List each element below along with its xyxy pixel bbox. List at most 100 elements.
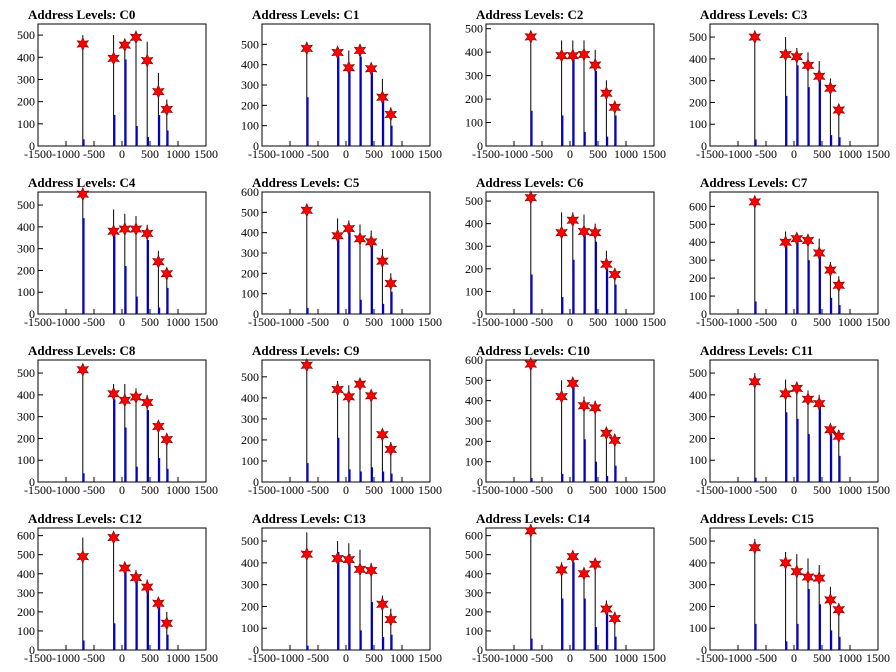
y-tick-label: 500 — [689, 30, 707, 44]
marker-star — [600, 85, 613, 101]
y-tick-label: 100 — [689, 117, 707, 131]
y-tick-label: 400 — [17, 220, 35, 234]
y-tick-label: 300 — [17, 410, 35, 424]
marker-star — [160, 102, 174, 117]
y-tick-label: 0 — [253, 643, 259, 657]
x-tick-label: 0 — [567, 315, 573, 329]
x-tick-label: -500 — [307, 315, 329, 329]
y-tick-label: 200 — [17, 263, 35, 277]
x-tick-label: -1000 — [276, 315, 304, 329]
marker-star — [600, 257, 613, 272]
plot-frame — [37, 191, 207, 315]
y-tick-label: 300 — [241, 578, 259, 592]
y-tick-label: 200 — [689, 271, 707, 285]
x-tick-label: -1500 — [24, 315, 52, 329]
y-tick-label: 0 — [29, 139, 35, 153]
marker-star — [812, 245, 826, 261]
marker-star — [748, 374, 762, 390]
marker-star — [812, 69, 826, 84]
panel-11: Address Levels: C11 0 100 200 300 400 500 -1500… — [689, 343, 890, 497]
x-tick-label: -1500 — [472, 483, 500, 497]
plot-frame — [37, 527, 207, 651]
x-tick-label: -1500 — [248, 651, 276, 665]
marker-star — [555, 48, 568, 63]
y-tick-label: 100 — [465, 624, 483, 638]
y-tick-label: 400 — [689, 556, 707, 570]
y-tick-label: 400 — [689, 235, 707, 249]
y-tick-label: 300 — [241, 412, 259, 426]
marker-star — [353, 43, 367, 58]
x-tick-label: 0 — [567, 651, 573, 665]
y-tick-label: 500 — [17, 548, 35, 562]
panel-title: Address Levels: C4 — [28, 175, 136, 190]
x-tick-label: 1500 — [194, 651, 218, 665]
y-tick-label: 100 — [241, 621, 259, 635]
y-tick-label: 0 — [477, 475, 483, 489]
y-tick-label: 100 — [465, 284, 483, 298]
marker-star — [384, 612, 398, 627]
panel-4: Address Levels: C40100200300400500-1500-… — [17, 175, 218, 329]
x-tick-label: -500 — [755, 651, 777, 665]
x-tick-label: -1500 — [248, 315, 276, 329]
marker-star — [353, 376, 367, 392]
x-tick-label: 0 — [791, 483, 797, 497]
x-tick-label: 1500 — [866, 315, 890, 329]
y-tick-label: 300 — [17, 242, 35, 256]
marker-star — [129, 389, 143, 405]
marker-star — [129, 570, 143, 585]
y-tick-label: 500 — [689, 534, 707, 548]
y-tick-label: 100 — [241, 454, 259, 468]
y-tick-label: 300 — [689, 578, 707, 592]
marker-star — [608, 267, 622, 282]
marker-star — [129, 221, 143, 237]
x-tick-label: 1000 — [166, 483, 190, 497]
y-tick-label: 0 — [253, 139, 259, 153]
marker-star — [376, 427, 389, 442]
x-tick-label: -1500 — [248, 483, 276, 497]
x-tick-label: 1000 — [390, 147, 414, 161]
panel-title: Address Levels: C3 — [700, 7, 808, 22]
y-tick-label: 100 — [17, 117, 35, 131]
marker-star — [555, 562, 568, 578]
marker-star — [331, 382, 344, 397]
y-tick-label: 500 — [17, 198, 35, 212]
panel-title: Address Levels: C13 — [252, 511, 366, 526]
x-tick-label: -1000 — [724, 147, 752, 161]
marker-star — [160, 266, 174, 281]
x-tick-label: -1000 — [276, 147, 304, 161]
y-tick-label: 500 — [465, 548, 483, 562]
x-tick-label: -1000 — [276, 483, 304, 497]
x-tick-label: -500 — [307, 483, 329, 497]
x-tick-label: -1000 — [52, 651, 80, 665]
y-tick-label: 200 — [241, 266, 259, 280]
x-tick-label: -500 — [83, 651, 105, 665]
marker-star — [364, 61, 378, 76]
marker-star — [331, 45, 344, 60]
marker-star — [566, 376, 580, 391]
marker-star — [608, 100, 622, 115]
y-tick-label: 400 — [689, 52, 707, 66]
panel-8: Address Levels: C80100200300400500-1500-… — [17, 343, 218, 497]
marker-star — [160, 616, 174, 631]
marker-star — [748, 540, 762, 555]
x-tick-label: -1000 — [724, 315, 752, 329]
plot-frame — [485, 527, 655, 651]
x-tick-label: 1000 — [166, 315, 190, 329]
marker-star — [588, 556, 602, 572]
y-tick-label: 200 — [17, 605, 35, 619]
x-tick-label: 0 — [119, 483, 125, 497]
panel-title: Address Levels: C2 — [476, 7, 583, 22]
y-tick-label: 100 — [17, 453, 35, 467]
x-tick-label: 500 — [141, 483, 159, 497]
panel-1: Address Levels: C10100200300400500-1500-… — [241, 7, 442, 161]
marker-star — [376, 89, 389, 105]
marker-star — [588, 57, 602, 73]
panel-title: Address Levels: C15 — [700, 511, 814, 526]
marker-star — [824, 592, 837, 608]
x-tick-label: 1000 — [614, 147, 638, 161]
y-tick-label: 0 — [477, 139, 483, 153]
y-tick-label: 500 — [241, 370, 259, 384]
y-tick-label: 0 — [29, 475, 35, 489]
y-tick-label: 100 — [465, 116, 483, 130]
x-tick-label: -1500 — [696, 147, 724, 161]
